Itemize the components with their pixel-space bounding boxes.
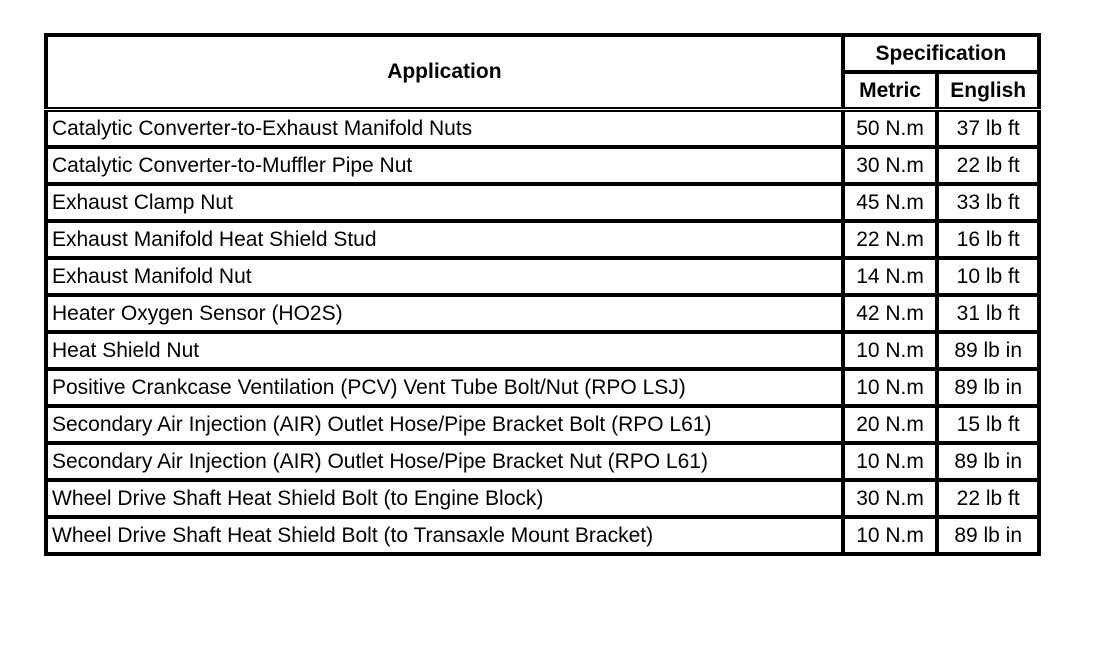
table-row: Catalytic Converter-to-Muffler Pipe Nut 3… xyxy=(44,145,1041,186)
torque-spec-table: Application Specification Metric English… xyxy=(44,33,1042,556)
application-cell: Secondary Air Injection (AIR) Outlet Hos… xyxy=(44,441,845,482)
metric-cell: 10 N.m xyxy=(840,441,940,482)
metric-cell: 10 N.m xyxy=(840,330,940,371)
application-cell: Wheel Drive Shaft Heat Shield Bolt (to T… xyxy=(44,515,845,556)
table-row: Heater Oxygen Sensor (HO2S) 42 N.m 31 lb f… xyxy=(44,293,1041,334)
metric-cell: 30 N.m xyxy=(840,478,940,519)
table-row: Secondary Air Injection (AIR) Outlet Hos… xyxy=(44,404,1041,445)
application-cell: Wheel Drive Shaft Heat Shield Bolt (to E… xyxy=(44,478,845,519)
english-cell: 37 lb ft xyxy=(935,107,1041,149)
english-cell: 31 lb ft xyxy=(935,293,1041,334)
application-header: Application xyxy=(44,33,845,112)
english-cell: 89 lb in xyxy=(935,441,1041,482)
table-row: Catalytic Converter-to-Exhaust Manifold … xyxy=(44,107,1041,149)
application-cell: Exhaust Clamp Nut xyxy=(44,182,845,223)
application-cell: Exhaust Manifold Heat Shield Stud xyxy=(44,219,845,260)
metric-cell: 50 N.m xyxy=(840,107,940,149)
metric-cell: 30 N.m xyxy=(840,145,940,186)
specification-header: Specification xyxy=(840,33,1042,74)
table-row: Secondary Air Injection (AIR) Outlet Hos… xyxy=(44,441,1041,482)
table-row: Heat Shield Nut 10 N.m 89 lb in xyxy=(44,330,1041,371)
table-row: Exhaust Manifold Nut 14 N.m 10 lb ft xyxy=(44,256,1041,297)
metric-cell: 14 N.m xyxy=(840,256,940,297)
english-header: English xyxy=(935,70,1041,112)
english-cell: 16 lb ft xyxy=(935,219,1041,260)
english-cell: 15 lb ft xyxy=(935,404,1041,445)
table-row: Exhaust Manifold Heat Shield Stud 22 N.m 1… xyxy=(44,219,1041,260)
english-cell: 10 lb ft xyxy=(935,256,1041,297)
metric-cell: 22 N.m xyxy=(840,219,940,260)
metric-cell: 10 N.m xyxy=(840,367,940,408)
application-cell: Catalytic Converter-to-Exhaust Manifold … xyxy=(44,107,845,149)
table-row: Positive Crankcase Ventilation (PCV) Ven… xyxy=(44,367,1041,408)
application-cell: Positive Crankcase Ventilation (PCV) Ven… xyxy=(44,367,845,408)
table-row: Wheel Drive Shaft Heat Shield Bolt (to T… xyxy=(44,515,1041,556)
metric-cell: 10 N.m xyxy=(840,515,940,556)
english-cell: 89 lb in xyxy=(935,367,1041,408)
application-cell: Heat Shield Nut xyxy=(44,330,845,371)
application-cell: Catalytic Converter-to-Muffler Pipe Nut xyxy=(44,145,845,186)
english-cell: 22 lb ft xyxy=(935,145,1041,186)
header-row: Application Specification xyxy=(44,33,1042,112)
metric-header: Metric xyxy=(840,70,940,112)
english-cell: 33 lb ft xyxy=(935,182,1041,223)
table-row: Wheel Drive Shaft Heat Shield Bolt (to E… xyxy=(44,478,1041,519)
english-cell: 89 lb in xyxy=(935,330,1041,371)
application-cell: Secondary Air Injection (AIR) Outlet Hos… xyxy=(44,404,845,445)
application-cell: Heater Oxygen Sensor (HO2S) xyxy=(44,293,845,334)
subheader-row: Metric English xyxy=(46,70,1041,112)
table-row: Exhaust Clamp Nut 45 N.m 33 lb ft xyxy=(44,182,1041,223)
metric-cell: 45 N.m xyxy=(840,182,940,223)
metric-cell: 20 N.m xyxy=(840,404,940,445)
application-cell: Exhaust Manifold Nut xyxy=(44,256,845,297)
english-cell: 89 lb in xyxy=(935,515,1041,556)
metric-cell: 42 N.m xyxy=(840,293,940,334)
english-cell: 22 lb ft xyxy=(935,478,1041,519)
